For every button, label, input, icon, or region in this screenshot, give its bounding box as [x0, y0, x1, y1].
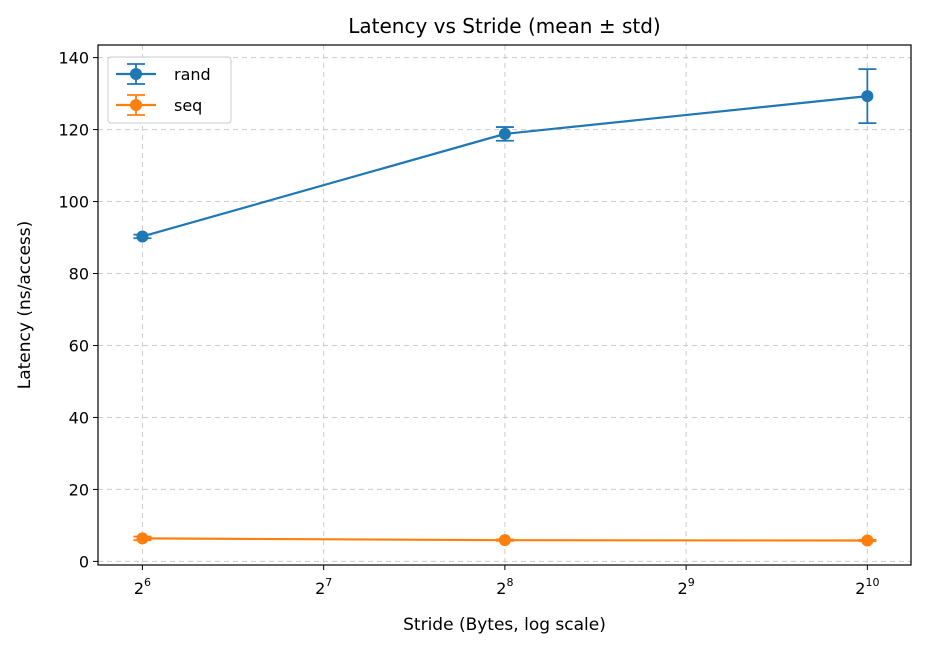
x-tick-label: 29 [678, 576, 695, 598]
y-tick-label: 20 [69, 480, 89, 499]
y-tick-label: 100 [58, 193, 89, 212]
rand-point [136, 230, 149, 243]
x-tick-label: 28 [496, 576, 513, 598]
legend-entry-rand: rand [116, 63, 211, 85]
legend-box [107, 56, 232, 124]
legend-entry-seq: seq [116, 94, 202, 116]
legend: rand seq [107, 56, 232, 124]
y-tick-label: 120 [58, 121, 89, 140]
y-tick-label: 0 [79, 552, 89, 571]
ticks: 26 27 28 29 210 0 20 40 60 80 100 120 140 [58, 49, 879, 598]
grid [98, 45, 911, 565]
y-tick-label: 140 [58, 49, 89, 68]
x-tick-label: 27 [315, 576, 332, 598]
rand-point [861, 90, 874, 103]
x-axis-label: Stride (Bytes, log scale) [403, 615, 606, 635]
series-rand [133, 68, 877, 243]
legend-marker [130, 99, 142, 111]
legend-marker [130, 68, 142, 80]
seq-point [136, 532, 149, 545]
y-axis-label: Latency (ns/access) [15, 221, 35, 390]
chart-title: Latency vs Stride (mean ± std) [348, 14, 660, 38]
seq-point [498, 534, 511, 547]
legend-label: seq [174, 96, 202, 115]
y-tick-label: 40 [69, 408, 89, 427]
y-tick-label: 80 [69, 265, 89, 284]
legend-label: rand [174, 65, 211, 84]
y-tick-label: 60 [69, 336, 89, 355]
series-layer [133, 68, 877, 547]
series-seq [133, 532, 877, 547]
rand-point [498, 127, 511, 140]
seq-point [861, 534, 874, 547]
x-tick-label: 210 [855, 576, 879, 598]
x-tick-label: 26 [134, 576, 151, 598]
